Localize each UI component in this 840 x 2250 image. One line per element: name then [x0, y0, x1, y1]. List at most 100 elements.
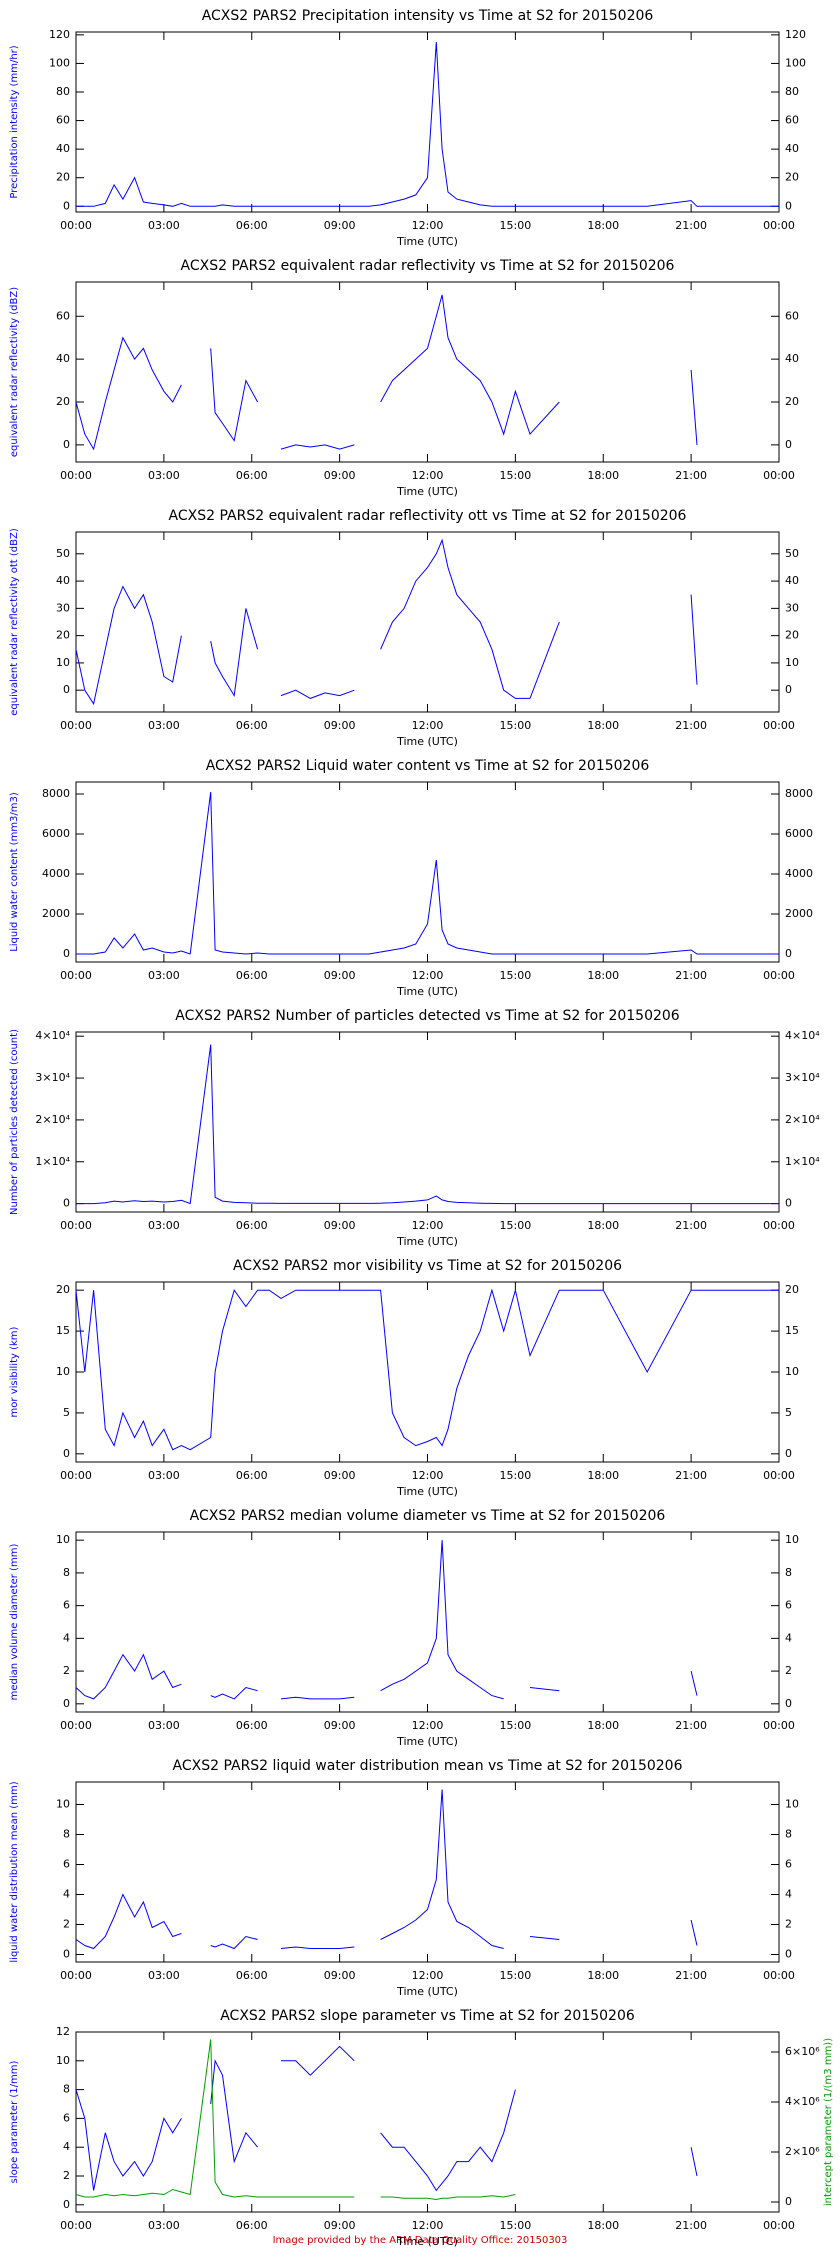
y-tick-label: 3×10⁴: [35, 1071, 70, 1084]
y-tick-label: 50: [56, 547, 70, 560]
plot-frame: [75, 1531, 780, 1713]
data-line: [76, 791, 779, 955]
chart-title: ACXS2 PARS2 slope parameter vs Time at S…: [220, 2008, 635, 2024]
y-axis-label: liquid water distribution mean (mm): [9, 1781, 20, 1962]
y-tick-label: 0: [63, 1197, 70, 1210]
x-tick-label: 09:00: [324, 969, 356, 982]
x-tick-label: 00:00: [763, 2219, 795, 2232]
x-tick-label: 00:00: [60, 1969, 92, 1982]
y-tick-label: 20: [785, 629, 799, 642]
plot-frame: [75, 1031, 780, 1213]
chart-title: ACXS2 PARS2 mor visibility vs Time at S2…: [233, 1258, 622, 1274]
x-tick-label: 21:00: [675, 219, 707, 232]
x-tick-label: 09:00: [324, 1719, 356, 1732]
x-tick-label: 00:00: [60, 1469, 92, 1482]
y-tick-label: 0: [63, 1948, 70, 1961]
x-tick-label: 09:00: [324, 219, 356, 232]
y-tick-label: 6: [785, 1599, 792, 1612]
x-tick-label: 18:00: [587, 219, 619, 232]
y-tick-label: 2×10⁴: [785, 1113, 820, 1126]
x-tick-label: 03:00: [148, 1219, 180, 1232]
y-tick-label: 0: [63, 683, 70, 696]
y-tick-label: 20: [56, 171, 70, 184]
data-line: [75, 1540, 698, 1700]
y-tick-label: 100: [49, 56, 70, 69]
y-tick-label: 0: [63, 2198, 70, 2211]
x-tick-label: 00:00: [60, 2219, 92, 2232]
x-tick-label: 18:00: [587, 2219, 619, 2232]
y-tick-label: 2: [63, 1664, 70, 1677]
x-tick-label: 18:00: [587, 1469, 619, 1482]
x-tick-label: 12:00: [412, 1969, 444, 1982]
data-line: [75, 1288, 779, 1451]
y-tick-label: 2: [63, 2169, 70, 2182]
plot-frame: [75, 31, 780, 213]
y-axis-label: equivalent radar reflectivity ott (dBZ): [9, 528, 20, 716]
y-tick-label: 6: [63, 1858, 70, 1871]
y-tick-label: 8000: [785, 787, 813, 800]
chart-title: ACXS2 PARS2 Number of particles detected…: [175, 1008, 680, 1024]
x-tick-label: 09:00: [324, 469, 356, 482]
chart-title: ACXS2 PARS2 Liquid water content vs Time…: [206, 758, 650, 774]
y-tick-label: 0: [63, 1447, 70, 1460]
x-tick-label: 21:00: [675, 969, 707, 982]
y-tick-label: 4: [785, 1631, 792, 1644]
x-tick-label: 12:00: [412, 1219, 444, 1232]
y-tick-label: 0: [63, 1697, 70, 1710]
y-tick-label: 8: [63, 1566, 70, 1579]
x-tick-label: 03:00: [148, 969, 180, 982]
y-tick-label: 4: [785, 1888, 792, 1901]
y-tick-label: 4: [63, 2140, 70, 2153]
y-tick-label: 10: [785, 1533, 799, 1546]
x-tick-label: 15:00: [500, 1719, 532, 1732]
x-axis-label: Time (UTC): [396, 985, 458, 998]
x-tick-label: 15:00: [500, 719, 532, 732]
y-tick-label: 1×10⁴: [35, 1155, 70, 1168]
x-tick-label: 18:00: [587, 469, 619, 482]
x-tick-label: 06:00: [236, 1719, 268, 1732]
y-tick-label: 20: [785, 395, 799, 408]
y-tick-label: 10: [785, 1365, 799, 1378]
x-tick-label: 03:00: [148, 219, 180, 232]
y-tick-label: 4: [63, 1888, 70, 1901]
y-tick-label: 20: [56, 395, 70, 408]
y-tick-label: 2×10⁶: [785, 2145, 820, 2158]
chart-title: ACXS2 PARS2 equivalent radar reflectivit…: [169, 508, 687, 524]
y-tick-label: 10: [56, 656, 70, 669]
x-tick-label: 21:00: [675, 1469, 707, 1482]
y-axis-label: median volume diameter (mm): [9, 1544, 20, 1701]
y-axis-label: mor visibility (km): [9, 1326, 20, 1417]
x-tick-label: 15:00: [500, 1469, 532, 1482]
plot-frame: [75, 1781, 780, 1963]
y-tick-label: 0: [785, 1197, 792, 1210]
x-tick-label: 06:00: [236, 1219, 268, 1232]
x-tick-label: 15:00: [500, 469, 532, 482]
x-tick-label: 00:00: [763, 1719, 795, 1732]
y-tick-label: 0: [785, 683, 792, 696]
y-tick-label: 6: [63, 1599, 70, 1612]
y-tick-label: 0: [785, 1948, 792, 1961]
x-tick-label: 03:00: [148, 1969, 180, 1982]
y-tick-label: 0: [63, 947, 70, 960]
y-tick-label: 120: [785, 28, 806, 41]
x-tick-label: 06:00: [236, 2219, 268, 2232]
footer: Image provided by the ARM Data Quality O…: [273, 2235, 568, 2246]
y-tick-label: 40: [785, 574, 799, 587]
x-tick-label: 00:00: [60, 469, 92, 482]
x-tick-label: 00:00: [763, 219, 795, 232]
y-axis-label: slope parameter (1/mm): [9, 2061, 20, 2184]
y-tick-label: 40: [56, 142, 70, 155]
x-tick-label: 18:00: [587, 1219, 619, 1232]
x-tick-label: 06:00: [236, 1469, 268, 1482]
data-line: [75, 538, 698, 706]
x-tick-label: 15:00: [500, 219, 532, 232]
y-tick-label: 0: [785, 2195, 792, 2208]
y-tick-label: 8000: [42, 787, 70, 800]
y-tick-label: 3×10⁴: [785, 1071, 820, 1084]
x-tick-label: 06:00: [236, 719, 268, 732]
y-tick-label: 10: [56, 1798, 70, 1811]
y-tick-label: 2: [63, 1918, 70, 1931]
y-tick-label: 10: [785, 1798, 799, 1811]
y-axis-label: Number of particles detected (count): [9, 1029, 20, 1215]
x-tick-label: 15:00: [500, 2219, 532, 2232]
